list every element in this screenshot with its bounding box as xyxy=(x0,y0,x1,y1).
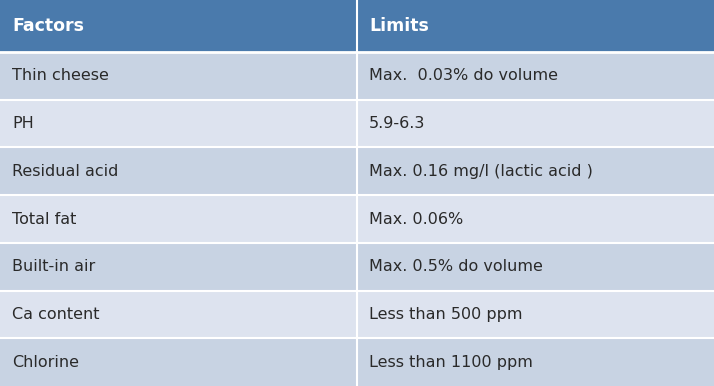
Text: Total fat: Total fat xyxy=(12,212,76,227)
Text: Max. 0.16 mg/l (lactic acid ): Max. 0.16 mg/l (lactic acid ) xyxy=(369,164,593,179)
Bar xyxy=(0,338,357,386)
Bar xyxy=(357,147,714,195)
Bar xyxy=(357,52,714,100)
Bar xyxy=(357,195,714,243)
Bar xyxy=(0,291,357,338)
Bar xyxy=(357,338,714,386)
Text: Residual acid: Residual acid xyxy=(12,164,119,179)
Bar xyxy=(0,0,357,52)
Text: Max. 0.5% do volume: Max. 0.5% do volume xyxy=(369,259,543,274)
Text: Thin cheese: Thin cheese xyxy=(12,68,109,83)
Text: Chlorine: Chlorine xyxy=(12,355,79,370)
Bar xyxy=(357,0,714,52)
Bar xyxy=(357,291,714,338)
Text: Ca content: Ca content xyxy=(12,307,99,322)
Bar xyxy=(357,243,714,291)
Text: Factors: Factors xyxy=(12,17,84,35)
Bar xyxy=(0,100,357,147)
Text: Max. 0.06%: Max. 0.06% xyxy=(369,212,463,227)
Bar xyxy=(357,100,714,147)
Text: Built-in air: Built-in air xyxy=(12,259,95,274)
Bar xyxy=(0,195,357,243)
Text: 5.9-6.3: 5.9-6.3 xyxy=(369,116,426,131)
Text: PH: PH xyxy=(12,116,34,131)
Text: Limits: Limits xyxy=(369,17,429,35)
Text: Less than 500 ppm: Less than 500 ppm xyxy=(369,307,523,322)
Text: Max.  0.03% do volume: Max. 0.03% do volume xyxy=(369,68,558,83)
Bar xyxy=(0,243,357,291)
Bar xyxy=(0,147,357,195)
Bar xyxy=(0,52,357,100)
Text: Less than 1100 ppm: Less than 1100 ppm xyxy=(369,355,533,370)
